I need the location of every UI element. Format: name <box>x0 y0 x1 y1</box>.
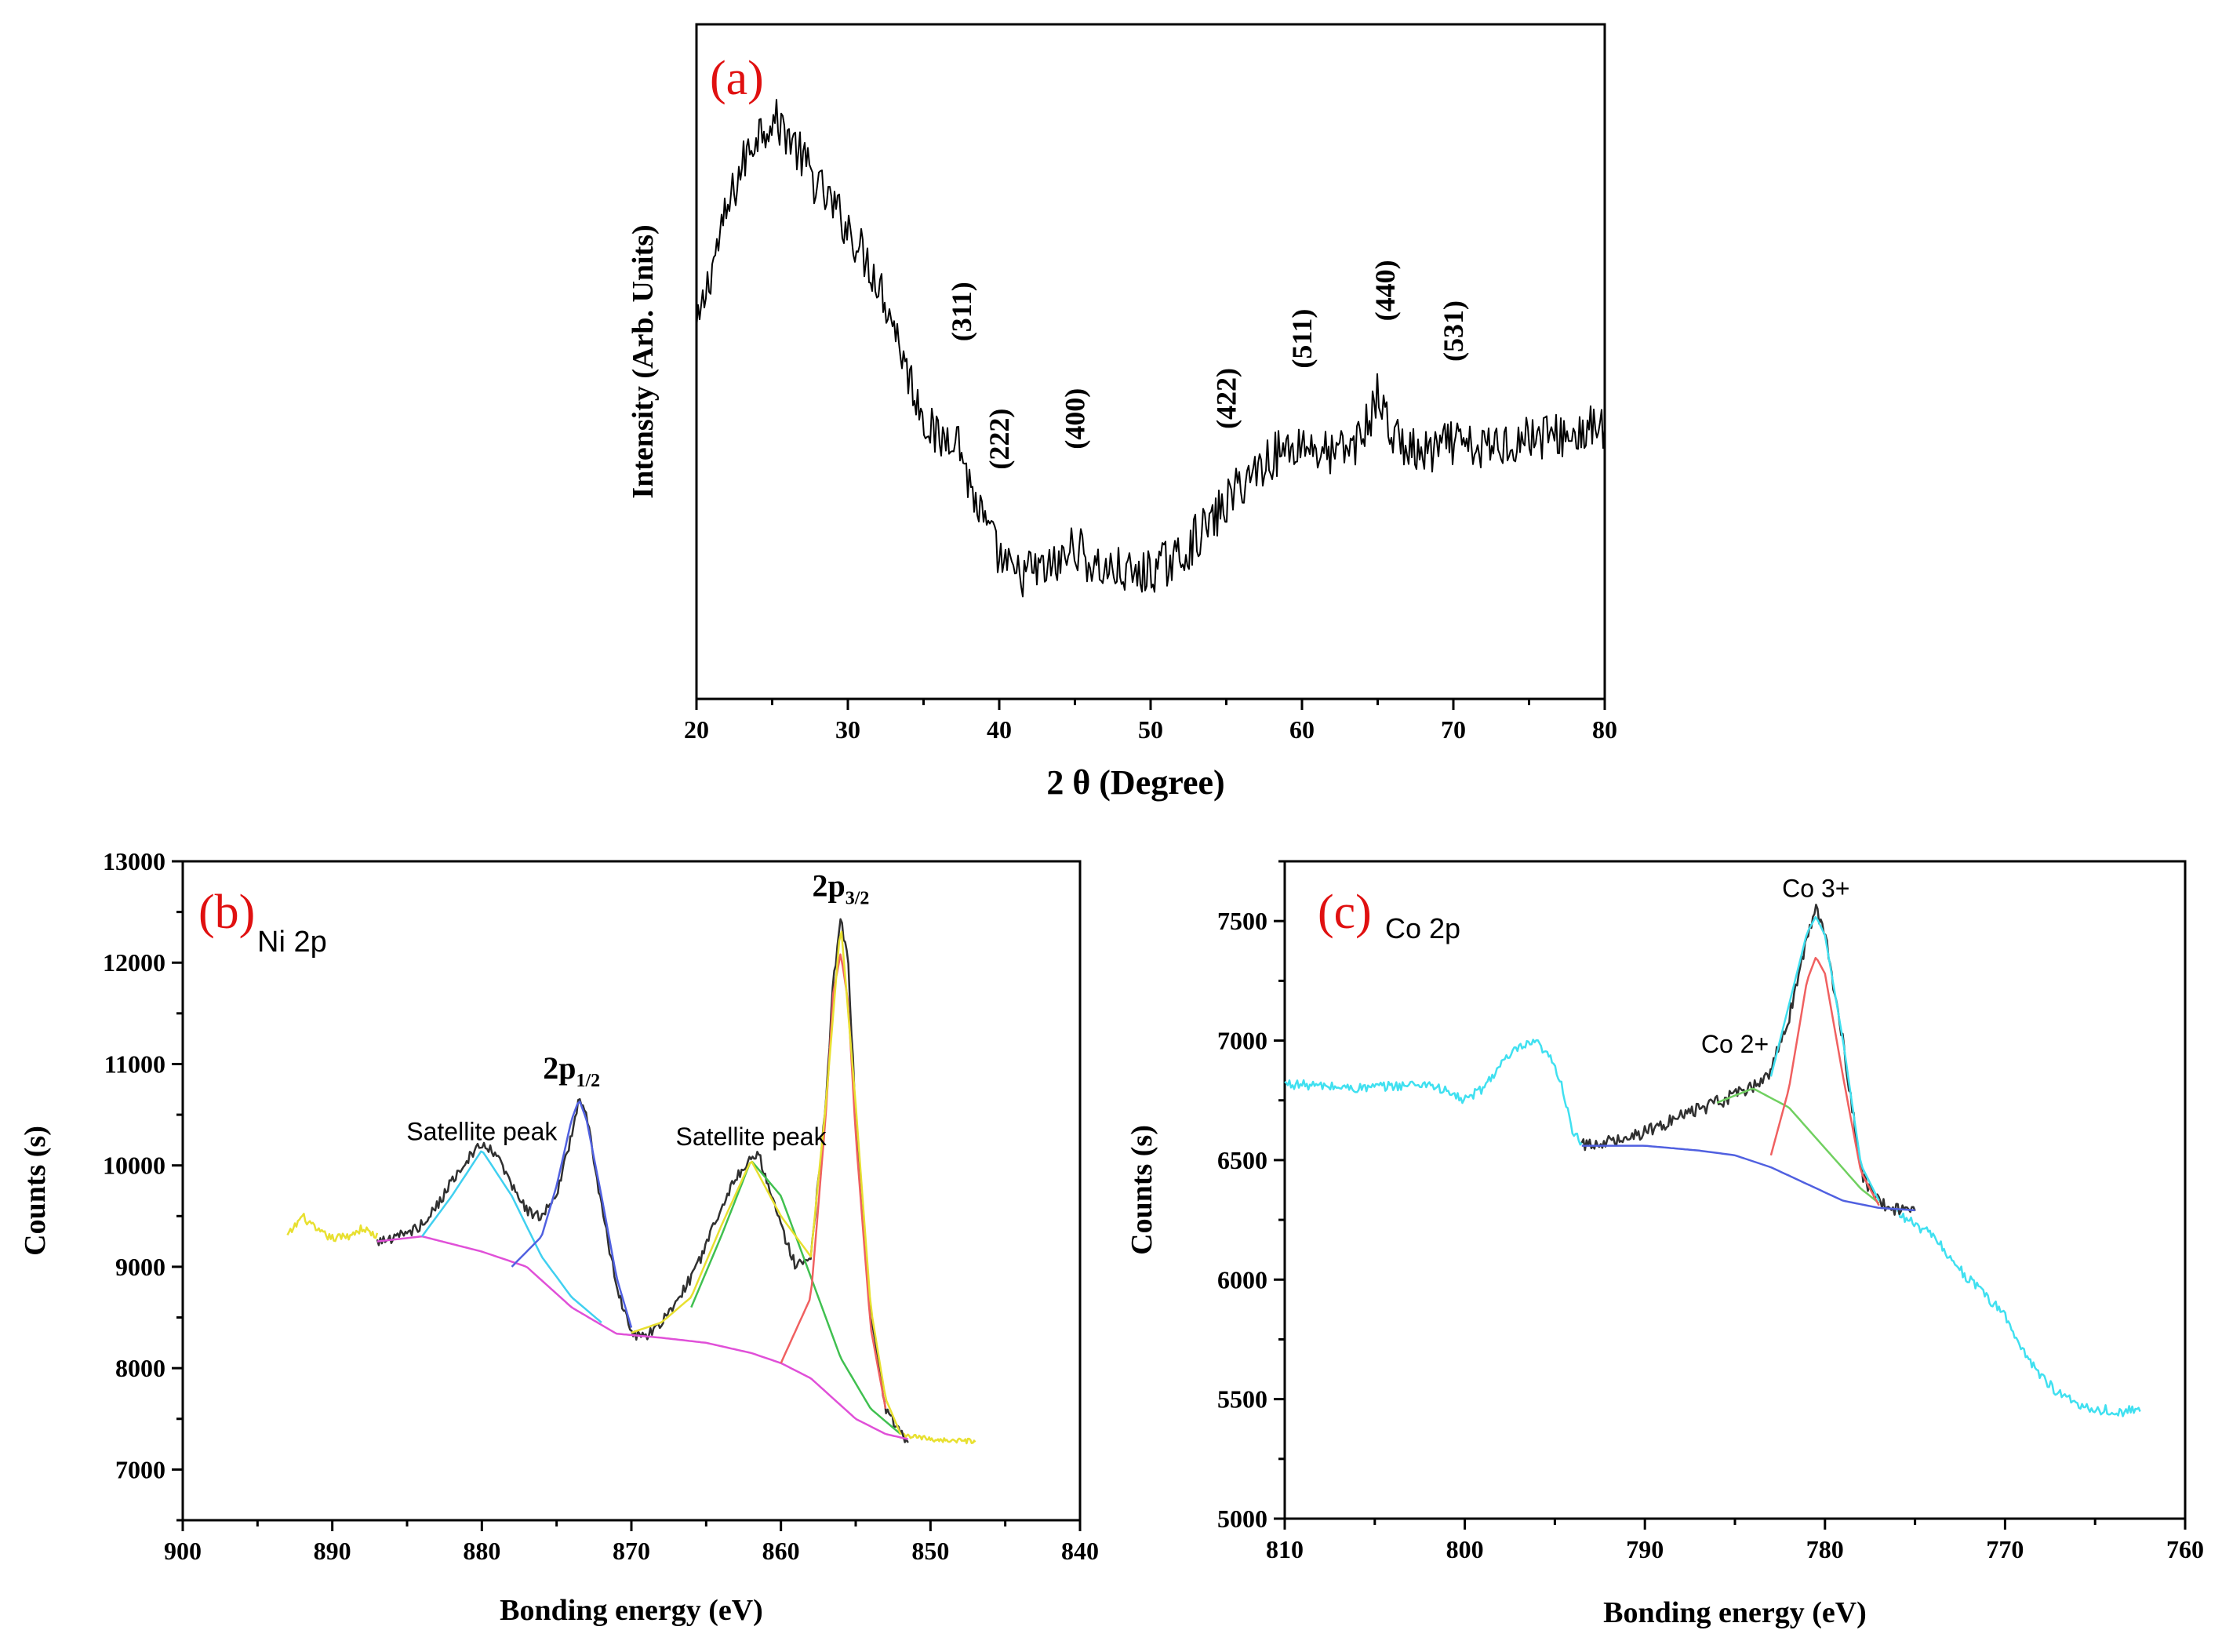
panel-b-ylabel: Counts (s) <box>19 1126 52 1256</box>
series-line <box>1284 1039 1583 1146</box>
x-tick-label: 770 <box>1986 1535 2024 1563</box>
peak-label: (422) <box>1211 368 1242 429</box>
x-tick-label: 780 <box>1806 1535 1844 1563</box>
panel-c-ylabel: Counts (s) <box>1126 1125 1158 1255</box>
panel-c-co2p: (c) Co 2p Bonding energy (eV) Counts (s)… <box>1126 860 2204 1629</box>
panel-a-xrd: (a) 2 θ (Degree) Intensity (Arb. Units) … <box>627 23 1617 802</box>
series-line <box>900 1432 976 1445</box>
x-tick-label: 760 <box>2166 1535 2204 1563</box>
series-line <box>511 1100 633 1328</box>
peak-label: (531) <box>1438 300 1469 362</box>
x-tick-label: 80 <box>1592 715 1617 744</box>
peak-label: (400) <box>1060 388 1091 449</box>
x-tick-label: 870 <box>613 1537 650 1565</box>
x-tick-label: 60 <box>1289 715 1315 744</box>
peak-label: Satellite peak <box>675 1123 827 1151</box>
y-tick-label: 6000 <box>1217 1265 1267 1294</box>
series-line <box>780 953 887 1410</box>
x-tick-label: 800 <box>1446 1535 1484 1563</box>
panel-b-title: Ni 2p <box>257 926 327 959</box>
y-tick-label: 6500 <box>1217 1146 1267 1174</box>
series-line <box>1897 1210 2141 1417</box>
peak-label: (311) <box>946 282 977 341</box>
series-line <box>376 1235 908 1440</box>
series-line <box>1581 1144 1915 1212</box>
x-tick-label: 70 <box>1441 715 1466 744</box>
series-line <box>1769 956 1880 1206</box>
panel-a-label: (a) <box>710 52 764 105</box>
x-tick-label: 40 <box>987 715 1012 744</box>
panel-b-ni2p: (b) Ni 2p Bonding energy (eV) Counts (s)… <box>19 847 1099 1627</box>
peak-label: (511) <box>1286 309 1318 369</box>
y-tick-label: 5500 <box>1217 1385 1267 1414</box>
panel-a-ylabel: Intensity (Arb. Units) <box>627 224 660 498</box>
y-tick-label: 7500 <box>1217 907 1267 935</box>
peak-label: (440) <box>1369 260 1401 321</box>
peak-label-subscript: 3/2 <box>846 889 870 909</box>
y-tick-label: 11000 <box>104 1050 165 1078</box>
x-tick-label: 50 <box>1138 715 1163 744</box>
x-tick-label: 840 <box>1061 1537 1099 1565</box>
y-tick-label: 8000 <box>115 1354 165 1382</box>
y-tick-label: 10000 <box>103 1152 165 1180</box>
peak-label: (222) <box>984 409 1015 470</box>
series-line <box>286 1213 379 1243</box>
x-tick-label: 30 <box>835 715 860 744</box>
y-tick-label: 12000 <box>103 948 165 977</box>
series-line <box>421 1150 602 1323</box>
y-tick-label: 7000 <box>115 1455 165 1483</box>
series-line <box>631 930 902 1435</box>
x-tick-label: 790 <box>1626 1535 1664 1563</box>
y-tick-label: 9000 <box>115 1253 165 1281</box>
panel-b-label: (b) <box>198 886 255 939</box>
y-tick-label: 7000 <box>1217 1027 1267 1055</box>
peak-label: Satellite peak <box>406 1117 558 1145</box>
x-tick-label: 20 <box>684 715 709 744</box>
panel-c-label: (c) <box>1318 886 1372 939</box>
panel-b-xlabel: Bonding energy (eV) <box>500 1594 763 1627</box>
peak-label: Co 2+ <box>1701 1030 1769 1058</box>
series-line <box>1716 1087 1880 1204</box>
series-line <box>696 99 1606 598</box>
y-tick-label: 13000 <box>103 847 165 875</box>
series-line <box>1769 915 1880 1202</box>
y-tick-label: 5000 <box>1217 1505 1267 1533</box>
x-tick-label: 890 <box>314 1537 351 1565</box>
peak-label: Co 3+ <box>1782 875 1849 903</box>
panel-c-title: Co 2p <box>1385 912 1460 944</box>
x-tick-label: 900 <box>164 1537 202 1565</box>
panel-a-xlabel: 2 θ (Degree) <box>1046 763 1224 802</box>
x-tick-label: 860 <box>762 1537 800 1565</box>
x-tick-label: 850 <box>911 1537 949 1565</box>
panel-c-xlabel: Bonding energy (eV) <box>1603 1596 1867 1629</box>
peak-label-subscript: 1/2 <box>576 1071 601 1091</box>
x-tick-label: 880 <box>463 1537 500 1565</box>
x-tick-label: 810 <box>1266 1535 1304 1563</box>
